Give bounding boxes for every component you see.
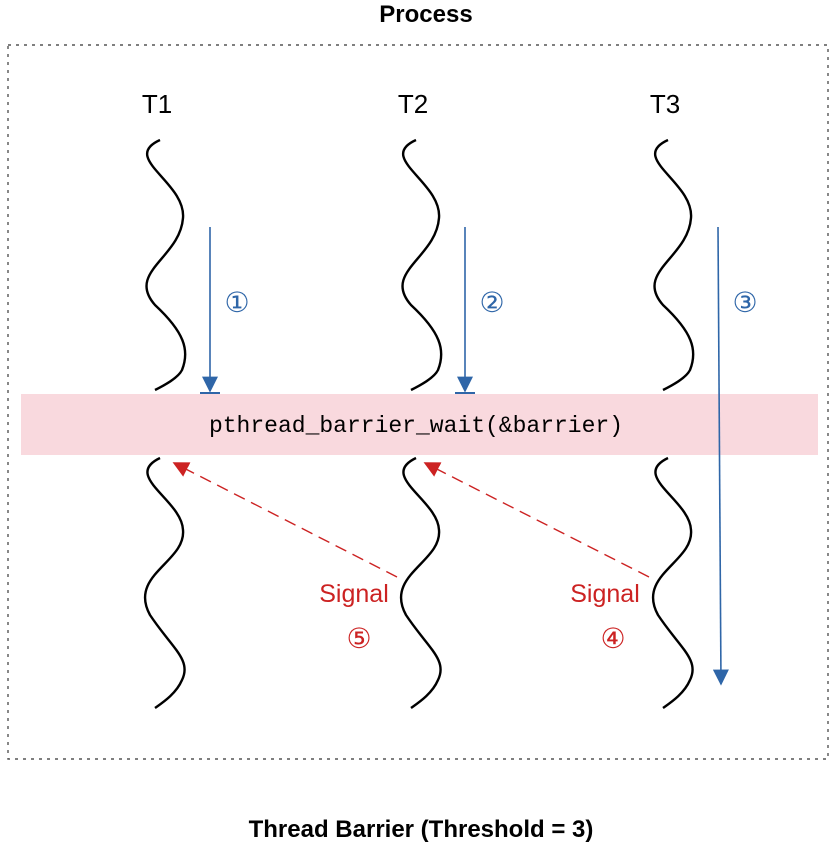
signal-label-t1: Signal — [319, 580, 389, 608]
signal-label-t2: Signal — [570, 580, 640, 608]
diagram-caption: Thread Barrier (Threshold = 3) — [249, 816, 594, 843]
step-1-label: ① — [224, 286, 249, 319]
signal-to-t2-arrow — [423, 462, 650, 578]
barrier-band — [21, 394, 818, 455]
thread-t1-upper-line — [145, 138, 187, 392]
thread-t2-lower-line — [399, 456, 442, 709]
thread-t1-lower-line — [143, 456, 186, 709]
step-3-label: ③ — [732, 286, 757, 319]
process-title: Process — [379, 1, 472, 28]
t3-pass-arrow — [712, 226, 729, 686]
thread-label-t3: T3 — [650, 89, 680, 119]
step-4-label: ④ — [600, 622, 625, 655]
barrier-call-text: pthread_barrier_wait(&barrier) — [209, 413, 623, 439]
thread-t3-lower-line — [651, 456, 694, 709]
thread-t2-upper-line — [401, 138, 443, 392]
process-boundary — [7, 44, 829, 760]
thread-label-t2: T2 — [398, 89, 428, 119]
step-2-label: ② — [479, 286, 504, 319]
thread-label-t1: T1 — [142, 89, 172, 119]
signal-to-t1-arrow — [172, 462, 398, 578]
thread-t3-upper-line — [653, 138, 695, 392]
step-5-label: ⑤ — [346, 622, 371, 655]
